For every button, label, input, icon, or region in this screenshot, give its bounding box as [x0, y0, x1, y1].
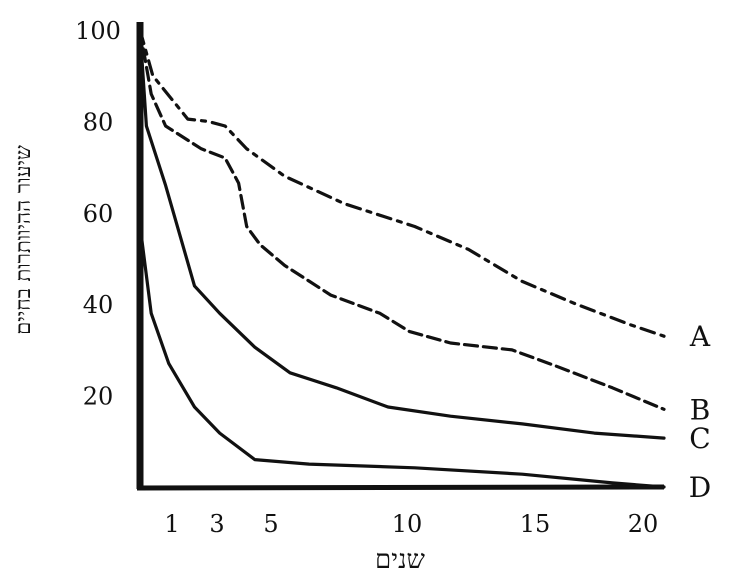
series-line-a: [138, 28, 666, 338]
y-tick-label: 40: [83, 291, 114, 319]
axes: 20 40 60 80 100 1 3 5 10 15 20: [75, 17, 665, 538]
series-lines: [138, 28, 666, 489]
x-axis-line: [136, 484, 665, 491]
x-tick-label: 3: [209, 510, 224, 538]
x-tick-label: 1: [164, 510, 179, 538]
y-axis-label: שיעור ההיוותרות בחיים: [11, 145, 35, 335]
series-label-d: D: [689, 471, 711, 504]
x-tick-label: 15: [520, 510, 551, 538]
x-tick-label: 20: [628, 510, 659, 538]
series-label-a: A: [689, 320, 711, 353]
series-line-b: [138, 28, 666, 411]
series-label-c: C: [689, 422, 710, 455]
y-tick-label: 80: [83, 108, 114, 136]
y-tick-label: 100: [75, 17, 121, 45]
series-label-b: B: [690, 393, 711, 426]
x-tick-label: 10: [392, 510, 423, 538]
series-line-c: [138, 28, 666, 440]
x-tick-label: 5: [263, 510, 278, 538]
y-tick-label: 20: [83, 383, 114, 411]
series-line-d: [138, 28, 666, 489]
labels: A BCD: [689, 320, 711, 504]
x-axis-label: שנים: [375, 545, 425, 575]
y-tick-label: 60: [83, 200, 114, 228]
